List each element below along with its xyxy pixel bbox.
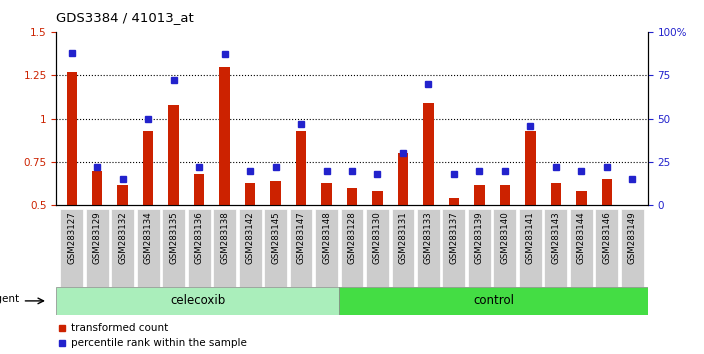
Bar bbox=[551, 183, 561, 292]
Text: GSM283142: GSM283142 bbox=[246, 211, 255, 264]
Bar bbox=[474, 184, 484, 292]
Text: GSM283149: GSM283149 bbox=[628, 211, 637, 264]
Bar bbox=[92, 171, 102, 292]
FancyBboxPatch shape bbox=[570, 209, 593, 287]
FancyBboxPatch shape bbox=[137, 209, 160, 287]
Text: control: control bbox=[473, 295, 514, 307]
FancyBboxPatch shape bbox=[86, 209, 108, 287]
Bar bbox=[398, 153, 408, 292]
Bar bbox=[194, 174, 204, 292]
FancyBboxPatch shape bbox=[519, 209, 542, 287]
Text: GSM283130: GSM283130 bbox=[373, 211, 382, 264]
Text: GSM283131: GSM283131 bbox=[398, 211, 408, 264]
Text: agent: agent bbox=[0, 295, 20, 304]
Text: GSM283140: GSM283140 bbox=[501, 211, 510, 264]
Bar bbox=[143, 131, 153, 292]
Text: GSM283128: GSM283128 bbox=[348, 211, 356, 264]
Text: GSM283141: GSM283141 bbox=[526, 211, 535, 264]
Bar bbox=[449, 198, 459, 292]
Text: GSM283144: GSM283144 bbox=[577, 211, 586, 264]
Text: GSM283136: GSM283136 bbox=[194, 211, 203, 264]
Text: GSM283134: GSM283134 bbox=[144, 211, 153, 264]
Bar bbox=[347, 188, 357, 292]
FancyBboxPatch shape bbox=[468, 209, 491, 287]
Text: GSM283129: GSM283129 bbox=[93, 211, 101, 264]
Text: GSM283148: GSM283148 bbox=[322, 211, 331, 264]
FancyBboxPatch shape bbox=[544, 209, 567, 287]
Text: GSM283138: GSM283138 bbox=[220, 211, 229, 264]
Text: transformed count: transformed count bbox=[71, 322, 168, 332]
FancyBboxPatch shape bbox=[596, 209, 618, 287]
FancyBboxPatch shape bbox=[60, 209, 83, 287]
Text: celecoxib: celecoxib bbox=[170, 295, 225, 307]
Text: GSM283139: GSM283139 bbox=[475, 211, 484, 264]
FancyBboxPatch shape bbox=[213, 209, 236, 287]
Text: GSM283145: GSM283145 bbox=[271, 211, 280, 264]
Bar bbox=[423, 103, 434, 292]
Bar bbox=[118, 184, 127, 292]
Bar bbox=[220, 67, 230, 292]
FancyBboxPatch shape bbox=[187, 209, 210, 287]
FancyBboxPatch shape bbox=[239, 209, 261, 287]
Text: percentile rank within the sample: percentile rank within the sample bbox=[71, 338, 247, 348]
Bar bbox=[372, 192, 382, 292]
Bar bbox=[500, 184, 510, 292]
FancyBboxPatch shape bbox=[264, 209, 287, 287]
Bar bbox=[525, 131, 536, 292]
FancyBboxPatch shape bbox=[341, 209, 363, 287]
FancyBboxPatch shape bbox=[417, 209, 440, 287]
Bar bbox=[602, 179, 612, 292]
FancyBboxPatch shape bbox=[315, 209, 338, 287]
FancyBboxPatch shape bbox=[56, 287, 339, 315]
Bar bbox=[168, 105, 179, 292]
Text: GDS3384 / 41013_at: GDS3384 / 41013_at bbox=[56, 11, 194, 24]
Bar bbox=[296, 131, 306, 292]
Text: GSM283127: GSM283127 bbox=[67, 211, 76, 264]
Bar bbox=[322, 183, 332, 292]
FancyBboxPatch shape bbox=[494, 209, 517, 287]
Text: GSM283137: GSM283137 bbox=[449, 211, 458, 264]
FancyBboxPatch shape bbox=[162, 209, 185, 287]
FancyBboxPatch shape bbox=[443, 209, 465, 287]
Text: GSM283135: GSM283135 bbox=[169, 211, 178, 264]
Bar bbox=[577, 192, 586, 292]
Text: GSM283133: GSM283133 bbox=[424, 211, 433, 264]
FancyBboxPatch shape bbox=[621, 209, 644, 287]
Bar bbox=[270, 181, 281, 292]
FancyBboxPatch shape bbox=[289, 209, 313, 287]
FancyBboxPatch shape bbox=[111, 209, 134, 287]
FancyBboxPatch shape bbox=[339, 287, 648, 315]
Bar bbox=[627, 205, 638, 292]
FancyBboxPatch shape bbox=[366, 209, 389, 287]
Bar bbox=[66, 72, 77, 292]
Text: GSM283143: GSM283143 bbox=[551, 211, 560, 264]
Bar bbox=[245, 183, 255, 292]
Text: GSM283147: GSM283147 bbox=[296, 211, 306, 264]
Text: GSM283132: GSM283132 bbox=[118, 211, 127, 264]
Text: GSM283146: GSM283146 bbox=[603, 211, 611, 264]
FancyBboxPatch shape bbox=[391, 209, 415, 287]
